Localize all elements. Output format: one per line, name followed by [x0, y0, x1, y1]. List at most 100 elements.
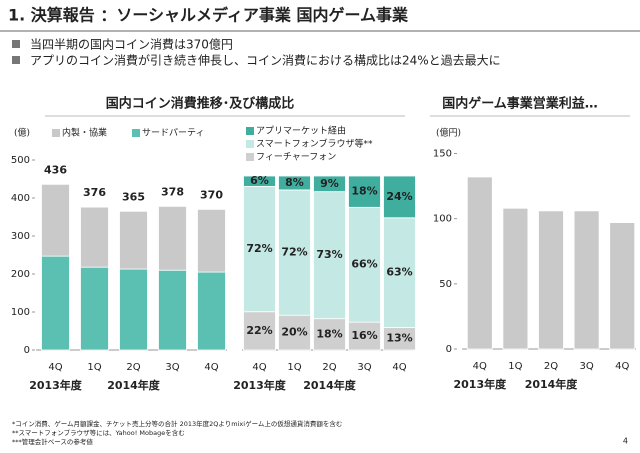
data-label: 20%	[281, 326, 307, 339]
data-label: 72%	[281, 246, 307, 259]
total-label: 370	[200, 188, 223, 201]
y-tick-label: 0	[24, 345, 30, 356]
legend-swatch	[246, 153, 254, 161]
data-label: 9%	[320, 177, 339, 190]
legend-swatch	[246, 127, 254, 135]
bar-segment	[80, 266, 109, 351]
bar-segment	[158, 205, 187, 271]
unit-label: (億円)	[436, 127, 461, 139]
bar-segment	[313, 191, 346, 320]
bar-segment	[119, 210, 148, 270]
data-label: 13%	[386, 332, 412, 345]
chart-title: 国内コイン消費推移･及び構成比	[106, 96, 295, 112]
data-label: 18%	[316, 327, 342, 340]
y-tick-label: 400	[11, 193, 30, 204]
bar-segment	[383, 217, 416, 328]
data-label: 73%	[316, 248, 342, 261]
legend-label: サードパーティ	[142, 128, 204, 139]
bar-segment	[348, 175, 381, 208]
total-label: 365	[122, 190, 145, 203]
bar-segment	[348, 321, 381, 351]
bar-segment	[158, 269, 187, 351]
data-label: 6%	[250, 174, 269, 187]
bar-segment	[41, 255, 70, 351]
x-tick-label: 4Q	[252, 362, 266, 373]
group-label: 2013年度	[29, 378, 83, 392]
data-label: 72%	[246, 242, 272, 255]
x-tick-label: 1Q	[508, 361, 522, 372]
bar-segment	[538, 210, 564, 350]
total-label: 436	[44, 163, 67, 176]
data-label: 24%	[386, 190, 412, 203]
data-label: 8%	[285, 176, 304, 189]
legend-swatch	[246, 140, 254, 148]
y-tick-label: 50	[439, 279, 452, 290]
x-tick-label: 3Q	[357, 362, 371, 373]
y-tick-label: 150	[433, 149, 452, 160]
bar-segment	[197, 208, 226, 273]
bar-segment	[313, 175, 346, 193]
bar-segment	[313, 318, 346, 351]
data-label: 22%	[246, 324, 272, 337]
bar-segment	[573, 210, 600, 350]
bar-segment	[348, 206, 381, 323]
legend-label: アプリマーケット経由	[256, 125, 346, 137]
x-tick-label: 2Q	[544, 361, 558, 372]
x-tick-label: 4Q	[48, 362, 62, 373]
bar-segment	[609, 222, 636, 350]
group-label: 2013年度	[233, 378, 287, 392]
bar-segment	[197, 271, 226, 351]
footnote: *コイン消費、ゲーム月額課金、チケット売上分等の合計 2013年度2Qよりmix…	[12, 419, 342, 428]
bar-segment	[243, 175, 276, 187]
y-tick-label: 0	[446, 344, 452, 355]
legend-swatch	[132, 129, 140, 137]
legend-label: 内製・協業	[62, 127, 107, 139]
data-label: 63%	[386, 266, 412, 279]
y-tick-label: 300	[11, 231, 30, 242]
y-tick-label: 100	[11, 307, 30, 318]
x-tick-label: 4Q	[392, 362, 406, 373]
bar-segment	[119, 268, 148, 351]
total-label: 376	[83, 186, 106, 199]
x-tick-label: 3Q	[579, 361, 593, 372]
bullet-marker	[12, 40, 20, 48]
x-tick-label: 2Q	[126, 362, 140, 373]
bar-segment	[41, 183, 70, 257]
bar-segment	[466, 176, 493, 350]
page-number: 4	[623, 437, 628, 446]
x-tick-label: 1Q	[87, 362, 101, 373]
data-label: 18%	[351, 185, 377, 198]
legend-label: スマートフォンブラウザ等**	[256, 138, 373, 150]
bar-segment	[80, 206, 109, 268]
unit-label: (億)	[14, 127, 30, 139]
x-tick-label: 3Q	[165, 362, 179, 373]
y-tick-label: 500	[11, 155, 30, 166]
bar-segment	[278, 189, 311, 316]
x-tick-label: 4Q	[204, 362, 218, 373]
footnote: **スマートフォンブラウザ等には、Yahoo! Mobageを含む	[12, 428, 185, 437]
bullet-marker	[12, 56, 20, 64]
legend-label: フィーチャーフォン	[256, 152, 336, 163]
data-label: 66%	[351, 258, 377, 271]
y-tick-label: 100	[433, 214, 452, 225]
chart-title: 国内ゲーム事業営業利益…	[442, 96, 598, 112]
group-label: 2014年度	[303, 378, 357, 392]
x-tick-label: 1Q	[287, 362, 301, 373]
slide-title: 1. 決算報告 ：ソーシャルメディア事業 国内ゲーム事業	[8, 6, 409, 25]
x-tick-label: 4Q	[615, 361, 629, 372]
footnote: ***管理会計ベースの参考値	[12, 437, 93, 446]
group-label: 2014年度	[107, 378, 161, 392]
bar-segment	[502, 207, 529, 350]
x-tick-label: 4Q	[473, 361, 487, 372]
bullet: アプリのコイン消費が引き続き伸長し、コイン消費における構成比は24%と過去最大に	[30, 53, 501, 68]
bar-segment	[383, 175, 416, 219]
group-label: 2013年度	[453, 377, 507, 391]
x-tick-label: 2Q	[322, 362, 336, 373]
total-label: 378	[161, 185, 184, 198]
bar-segment	[243, 186, 276, 313]
data-label: 16%	[351, 329, 377, 342]
group-label: 2014年度	[525, 377, 579, 391]
bar-segment	[278, 175, 311, 191]
bullet: 当四半期の国内コイン消費は370億円	[30, 37, 233, 52]
